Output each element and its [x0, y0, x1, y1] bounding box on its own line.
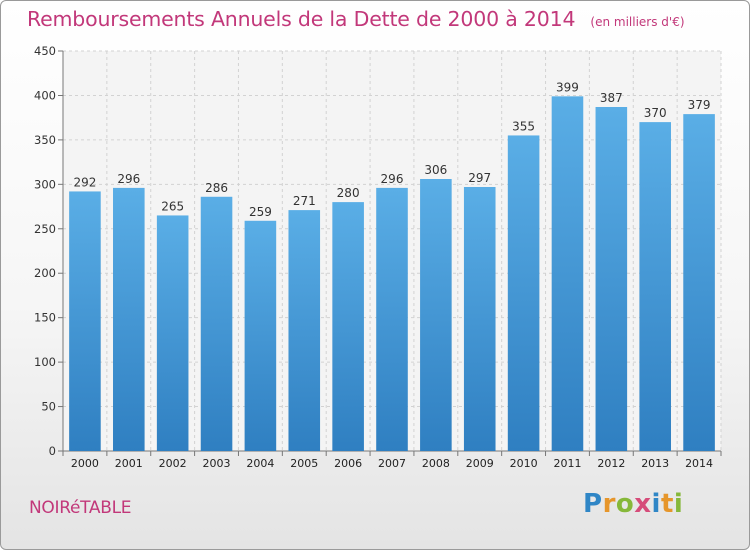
y-tick-label: 50 [41, 400, 56, 414]
logo-letter: r [602, 489, 616, 519]
data-label: 296 [381, 172, 404, 186]
bar [156, 215, 189, 451]
x-tick-label: 2014 [685, 457, 713, 470]
x-tick-label: 2009 [466, 457, 494, 470]
x-tick-label: 2005 [290, 457, 318, 470]
labels: 0 50 100 150 200 250 300 350 400 450 292 2000 296 200… [34, 44, 713, 470]
x-tick-label: 2000 [71, 457, 99, 470]
data-label: 306 [424, 163, 447, 177]
x-tick-label: 2001 [115, 457, 143, 470]
logo-letter: x [634, 489, 652, 519]
bars [69, 96, 715, 451]
y-tick-label: 100 [34, 355, 56, 369]
bar [288, 210, 321, 451]
chart-title: Remboursements Annuels de la Dette de 20… [27, 7, 576, 31]
x-tick-label: 2002 [159, 457, 187, 470]
x-tick-label: 2013 [641, 457, 669, 470]
bar [463, 187, 496, 451]
data-label: 399 [556, 80, 579, 94]
data-label: 355 [512, 119, 535, 133]
y-tick-label: 200 [34, 266, 56, 280]
y-tick-label: 150 [34, 311, 56, 325]
bar [420, 179, 452, 451]
x-tick-label: 2004 [246, 457, 274, 470]
x-tick-label: 2012 [597, 457, 625, 470]
logo-letter: i [673, 489, 684, 519]
data-label: 280 [337, 186, 360, 200]
data-label: 286 [205, 181, 228, 195]
bar [244, 220, 277, 451]
bar [69, 191, 101, 451]
bar [376, 187, 408, 451]
data-label: 370 [644, 106, 667, 120]
x-tick-label: 2008 [422, 457, 450, 470]
bar [639, 122, 671, 451]
bar [507, 135, 540, 451]
bar [113, 187, 145, 451]
bar [551, 96, 584, 451]
data-label: 296 [117, 172, 140, 186]
bar [683, 114, 715, 451]
data-label: 271 [293, 194, 316, 208]
chart-unit-note: (en milliers d'€) [590, 15, 685, 29]
logo-letter: i [651, 489, 661, 519]
y-tick-label: 350 [34, 133, 56, 147]
logo-letter: P [583, 489, 603, 519]
x-tick-label: 2010 [510, 457, 538, 470]
x-tick-label: 2007 [378, 457, 406, 470]
y-tick-label: 250 [34, 222, 56, 236]
y-tick-label: 450 [34, 44, 56, 58]
logo-letter: t [660, 489, 674, 519]
bar [332, 202, 364, 451]
data-label: 265 [161, 199, 184, 213]
town-name: NOIRéTABLE [29, 498, 132, 518]
data-label: 259 [249, 205, 272, 219]
bar [595, 107, 628, 451]
data-label: 292 [73, 175, 96, 189]
data-label: 387 [600, 91, 623, 105]
y-tick-label: 0 [49, 444, 56, 458]
data-label: 297 [468, 171, 491, 185]
logo-letter: o [615, 489, 635, 519]
proxiti-logo[interactable]: Proxiti [583, 489, 683, 519]
x-tick-label: 2011 [553, 457, 581, 470]
y-tick-label: 400 [34, 88, 56, 102]
data-label: 379 [688, 98, 711, 112]
y-tick-label: 300 [34, 177, 56, 191]
chart-title-row: Remboursements Annuels de la Dette de 20… [27, 7, 685, 31]
x-tick-label: 2003 [203, 457, 231, 470]
bar [200, 196, 233, 451]
x-tick-label: 2006 [334, 457, 362, 470]
